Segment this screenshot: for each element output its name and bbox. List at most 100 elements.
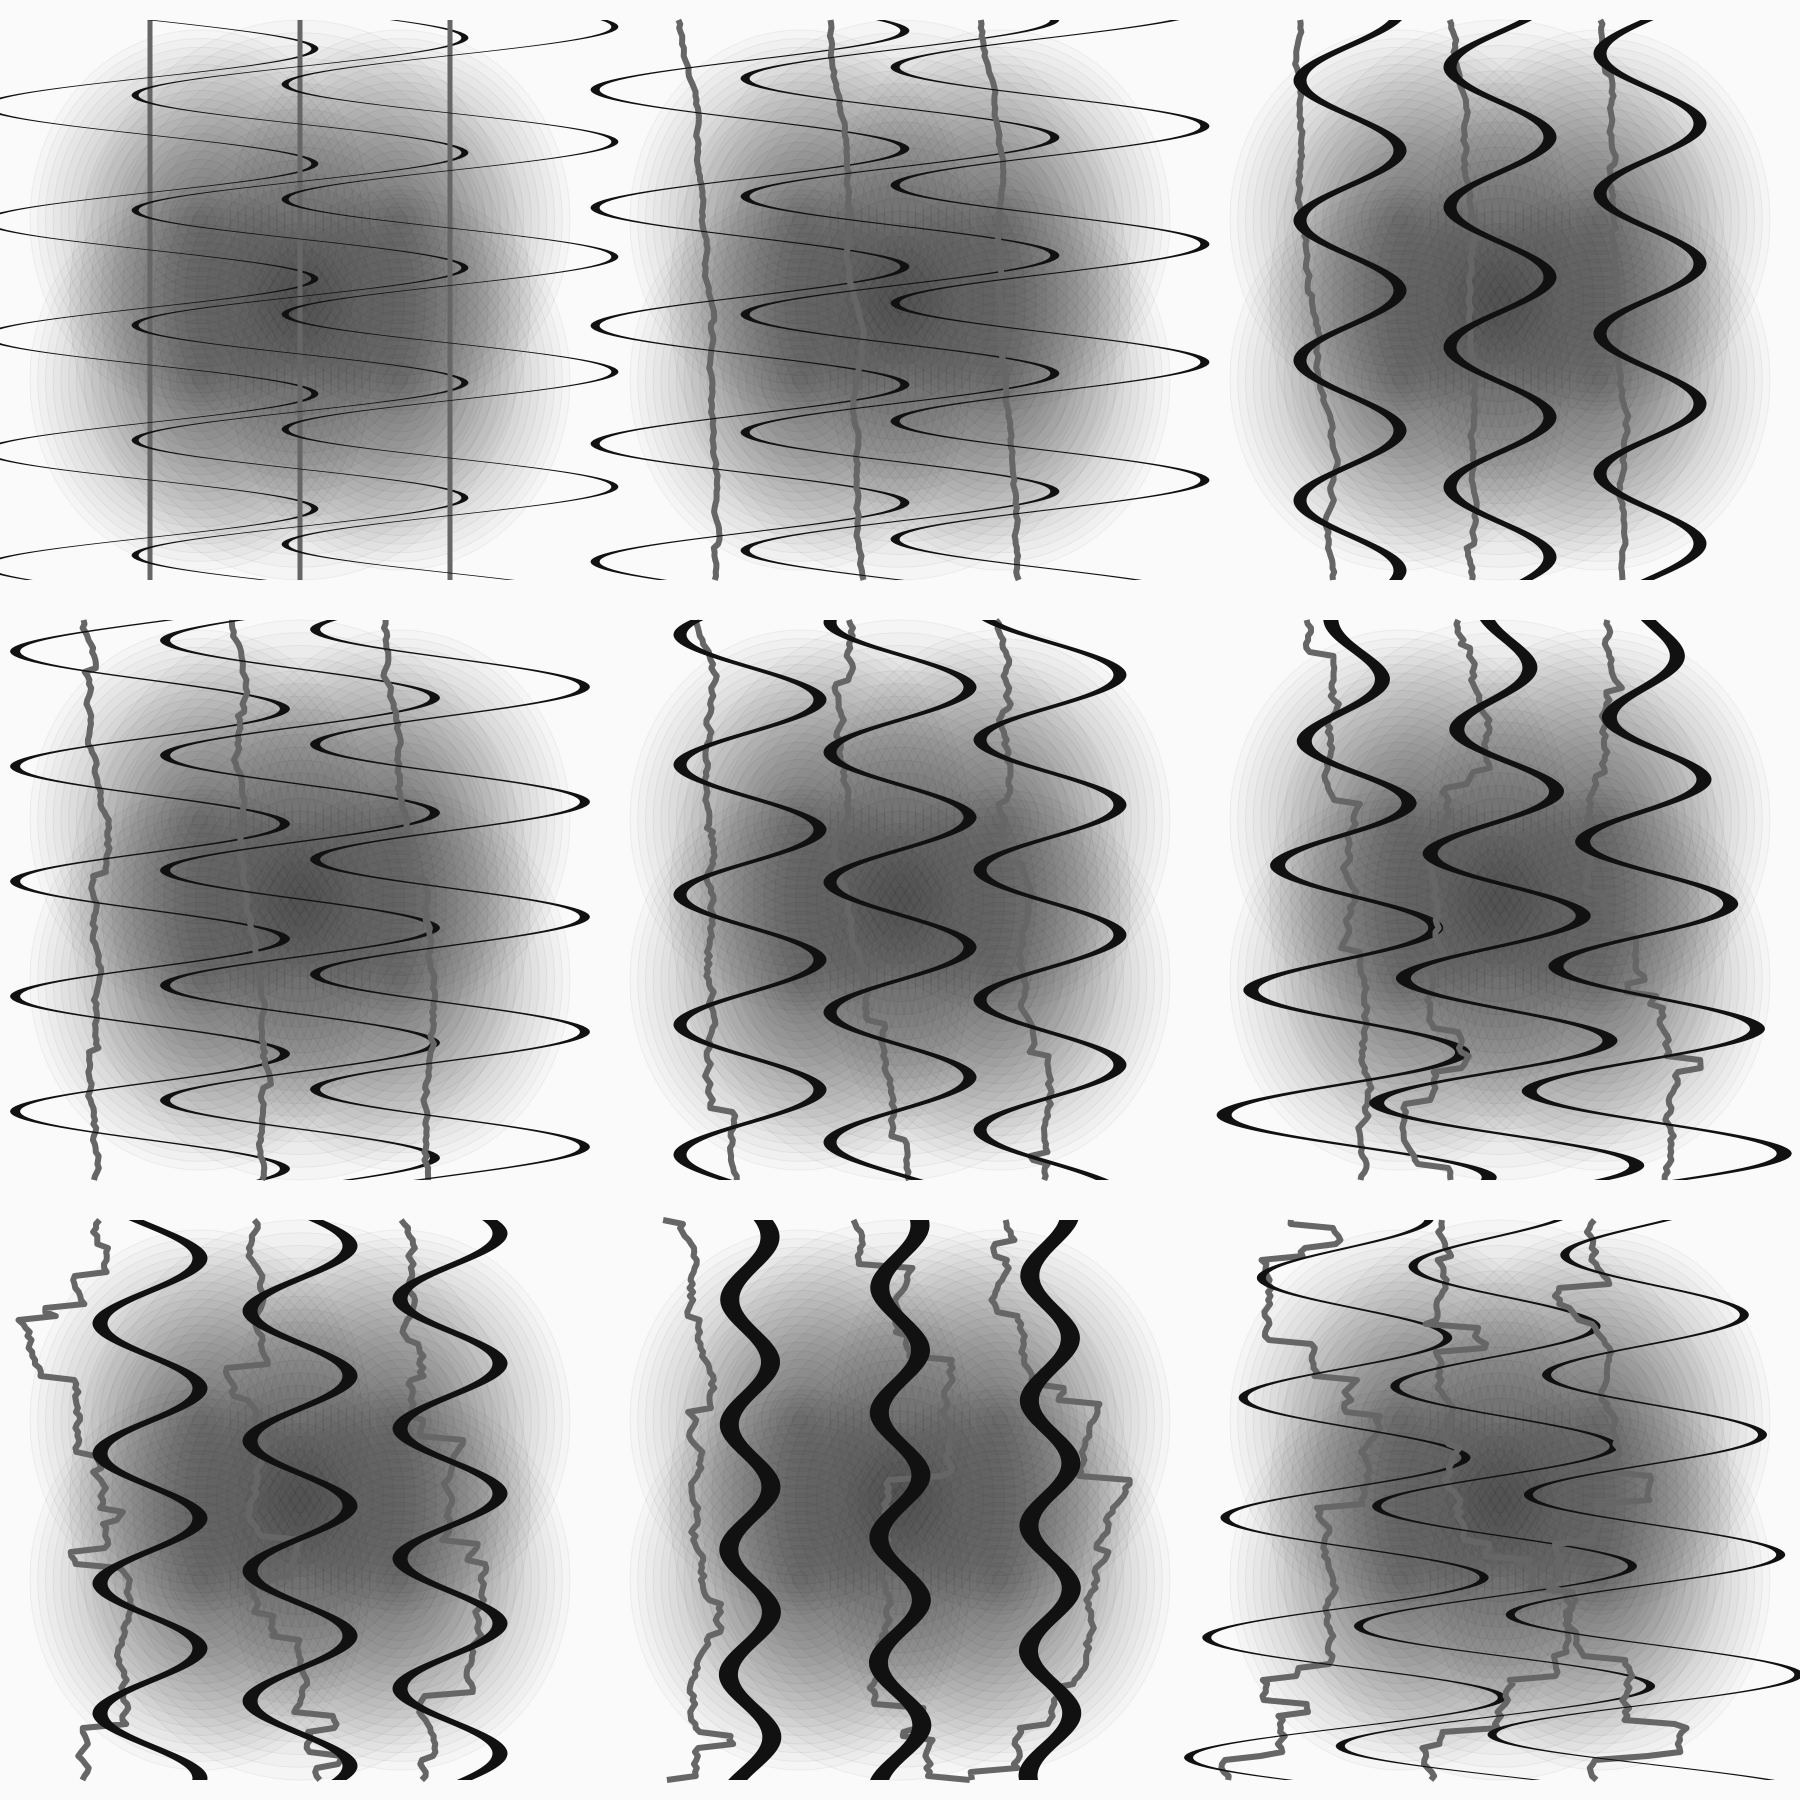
shade-ring bbox=[257, 848, 343, 952]
shade-ring bbox=[289, 1486, 311, 1514]
shade-ring bbox=[137, 750, 263, 890]
shade-ring bbox=[629, 1229, 971, 1611]
shade-ring bbox=[114, 124, 286, 316]
shade-ring bbox=[868, 1272, 1132, 1568]
shade-ring bbox=[837, 1238, 1163, 1602]
shade-ring bbox=[314, 884, 486, 1076]
shade-ring bbox=[329, 1341, 471, 1499]
shade-ring bbox=[1391, 1570, 1409, 1590]
shade-ring bbox=[360, 936, 440, 1024]
shade-ring bbox=[391, 370, 409, 390]
shade-ring bbox=[29, 789, 371, 1171]
wave-ribbon bbox=[1487, 1220, 1800, 1780]
wave-ribbon bbox=[310, 620, 590, 1180]
shade-ring bbox=[129, 141, 271, 299]
wave-ribbon bbox=[92, 1220, 208, 1780]
shade-ring bbox=[690, 44, 1110, 556]
panel bbox=[10, 619, 590, 1182]
shade-ring bbox=[711, 1270, 1089, 1730]
shade-ring bbox=[1545, 319, 1655, 441]
shade-ring bbox=[345, 319, 455, 441]
shade-ring bbox=[322, 1493, 478, 1667]
shade-ring bbox=[1568, 1544, 1632, 1616]
shade-ring bbox=[353, 327, 447, 433]
walk-line bbox=[1597, 18, 1632, 581]
shade-ring bbox=[737, 150, 863, 290]
shade-ring bbox=[283, 849, 517, 1111]
shade-ring bbox=[668, 1272, 932, 1568]
shade-ring bbox=[83, 89, 317, 351]
shade-ring bbox=[184, 1402, 216, 1438]
shade-ring bbox=[683, 89, 917, 351]
shade-ring bbox=[1244, 46, 1556, 394]
shade-ring bbox=[742, 108, 1058, 492]
shade-ring bbox=[1437, 798, 1763, 1162]
panel bbox=[0, 19, 619, 581]
shade-ring bbox=[791, 1410, 809, 1430]
shade-ring bbox=[1368, 784, 1432, 856]
shade-ring bbox=[868, 672, 1132, 968]
shade-ring bbox=[660, 824, 940, 1136]
shade-ring bbox=[1237, 638, 1563, 1002]
shade-ring bbox=[729, 301, 871, 459]
shade-ring bbox=[1444, 1406, 1756, 1754]
shade-ring bbox=[1545, 759, 1655, 881]
shade-ring bbox=[184, 1562, 216, 1598]
walk-line bbox=[380, 620, 439, 1181]
walk-line bbox=[826, 19, 867, 581]
shade-ring bbox=[52, 815, 348, 1145]
shade-ring bbox=[637, 1238, 963, 1602]
shade-ring bbox=[1457, 848, 1543, 952]
shade-ring bbox=[283, 1449, 517, 1711]
shade-ring bbox=[244, 206, 556, 554]
shade-ring bbox=[1229, 29, 1571, 411]
shade-ring bbox=[114, 284, 286, 476]
shade-ring bbox=[1489, 1486, 1511, 1514]
shade-ring bbox=[1475, 1441, 1725, 1719]
shade-ring bbox=[753, 1367, 847, 1473]
shade-ring bbox=[629, 1389, 971, 1771]
shade-ring bbox=[1537, 1350, 1663, 1490]
shade-ring bbox=[184, 759, 416, 1041]
shade-ring bbox=[891, 858, 1109, 1102]
wave-ribbon bbox=[890, 20, 1210, 580]
shade-ring bbox=[844, 1406, 1156, 1754]
shade-ring bbox=[683, 1289, 917, 1551]
shade-ring bbox=[1506, 1475, 1694, 1685]
shade-ring bbox=[1252, 655, 1548, 985]
shade-ring bbox=[1342, 108, 1658, 492]
shade-ring bbox=[1291, 1458, 1509, 1702]
panel bbox=[590, 18, 1210, 582]
shade-ring bbox=[1537, 150, 1663, 290]
shade-ring bbox=[1376, 953, 1424, 1007]
shade-ring bbox=[732, 95, 1068, 505]
shade-ring bbox=[722, 893, 878, 1067]
shade-ring bbox=[860, 664, 1140, 976]
shade-ring bbox=[937, 910, 1063, 1050]
shade-ring bbox=[1322, 1333, 1478, 1507]
shade-ring bbox=[914, 1324, 1086, 1516]
shade-ring bbox=[637, 798, 963, 1162]
shade-ring bbox=[329, 141, 471, 299]
shade-ring bbox=[945, 1519, 1055, 1641]
shade-ring bbox=[121, 683, 479, 1117]
shade-ring bbox=[1436, 223, 1564, 377]
shade-ring bbox=[1553, 767, 1647, 873]
shade-ring bbox=[784, 1562, 816, 1598]
shade-ring bbox=[1283, 849, 1517, 1111]
shade-ring bbox=[314, 124, 486, 316]
shade-ring bbox=[268, 861, 332, 939]
shade-ring bbox=[629, 789, 971, 1171]
shade-ring bbox=[722, 293, 878, 467]
shade-ring bbox=[1584, 1562, 1616, 1598]
shade-ring bbox=[1322, 893, 1478, 1067]
shade-ring bbox=[1368, 184, 1432, 256]
shade-ring bbox=[229, 1389, 571, 1771]
shade-ring bbox=[229, 189, 571, 571]
shade-ring bbox=[1491, 1298, 1709, 1542]
shade-ring bbox=[384, 362, 416, 398]
shade-ring bbox=[191, 210, 209, 230]
wave-ribbon bbox=[718, 1220, 782, 1780]
shade-ring bbox=[729, 901, 871, 1059]
shade-ring bbox=[226, 810, 374, 990]
